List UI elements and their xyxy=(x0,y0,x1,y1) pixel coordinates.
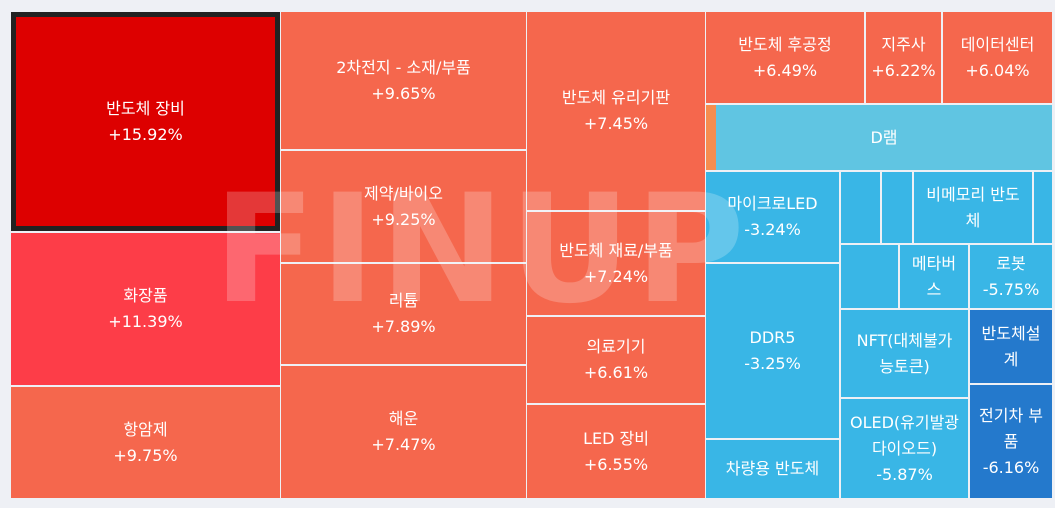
treemap-tile[interactable] xyxy=(706,105,718,170)
treemap-tile[interactable] xyxy=(841,172,880,243)
treemap-tile[interactable]: 제약/바이오 +9.25% xyxy=(281,151,526,262)
tile-change: +7.47% xyxy=(371,435,436,454)
tile-label: 지주사 xyxy=(881,34,926,54)
tile-label: 비메모리 반도 체 xyxy=(926,184,1020,230)
treemap-tile[interactable]: 반도체 장비 +15.92% xyxy=(11,12,280,231)
tile-change: -5.87% xyxy=(876,464,933,484)
tile-change: +7.45% xyxy=(583,114,649,133)
tile-label: 리튬 xyxy=(388,291,419,310)
tile-label: D램 xyxy=(870,127,898,147)
treemap-tile[interactable]: 로봇 -5.75% xyxy=(970,245,1052,308)
tile-label: 반도체 후공정 xyxy=(738,34,832,54)
treemap-tile[interactable]: DDR5 -3.25% xyxy=(706,264,839,438)
treemap-tile[interactable]: 지주사 +6.22% xyxy=(866,12,941,103)
treemap-tile[interactable]: D램 xyxy=(716,105,1052,170)
tile-change: +9.25% xyxy=(371,209,436,229)
tile-change: +6.49% xyxy=(752,60,818,80)
tile-label: 항암제 xyxy=(123,419,168,439)
treemap-tile[interactable]: 데이터센터 +6.04% xyxy=(943,12,1052,103)
treemap-tile[interactable]: 반도체 후공정 +6.49% xyxy=(706,12,864,103)
tile-change: -3.25% xyxy=(744,354,801,373)
tile-label: 화장품 xyxy=(123,286,168,305)
treemap-tile[interactable] xyxy=(882,172,912,243)
treemap-tile[interactable]: 마이크로LED -3.24% xyxy=(706,172,839,262)
treemap-tile[interactable]: 항암제 +9.75% xyxy=(11,387,280,498)
tile-change: +7.89% xyxy=(371,317,436,336)
tile-label: 전기차 부 품 xyxy=(979,405,1043,451)
tile-change: -3.24% xyxy=(744,220,801,239)
tile-change: +7.24% xyxy=(583,266,649,286)
tile-change: -5.75% xyxy=(982,279,1040,299)
tile-label: 해운 xyxy=(388,409,419,428)
tile-change: +15.92% xyxy=(108,124,183,144)
treemap-tile[interactable]: 의료기기 +6.61% xyxy=(527,317,705,403)
tile-label: 메타버 스 xyxy=(911,253,957,299)
treemap-tile[interactable]: 리튬 +7.89% xyxy=(281,264,526,364)
tile-label: 로봇 xyxy=(996,253,1026,273)
tile-change: +11.39% xyxy=(108,312,183,331)
treemap-tile[interactable]: LED 장비 +6.55% xyxy=(527,405,705,498)
treemap-tile[interactable]: 2차전지 - 소재/부품 +9.65% xyxy=(281,12,526,149)
tile-change: -6.16% xyxy=(982,457,1040,477)
treemap-tile[interactable]: 차량용 반도체 xyxy=(706,440,839,498)
tile-label: 반도체 장비 xyxy=(106,98,185,118)
tile-label: 반도체 재료/부품 xyxy=(559,240,673,260)
tile-label: 의료기기 xyxy=(586,337,646,356)
treemap-tile[interactable] xyxy=(841,245,898,308)
treemap-tile[interactable]: 반도체 유리기판 +7.45% xyxy=(527,12,705,210)
treemap-tile[interactable]: 반도체 재료/부품 +7.24% xyxy=(527,212,705,315)
tile-label: NFT(대체불가 능토큰) xyxy=(856,330,953,376)
tile-change: +9.65% xyxy=(371,83,436,103)
tile-change: +6.04% xyxy=(965,60,1030,80)
treemap-tile[interactable]: 메타버 스 xyxy=(900,245,968,308)
treemap-tile[interactable]: 화장품 +11.39% xyxy=(11,233,280,385)
tile-label: OLED(유기발광 다이오드) xyxy=(849,412,960,458)
treemap-tile[interactable]: NFT(대체불가 능토큰) xyxy=(841,310,968,397)
tile-change: +9.75% xyxy=(113,445,178,465)
treemap-tile[interactable]: 비메모리 반도 체 xyxy=(914,172,1032,243)
tile-label: 반도체 유리기판 xyxy=(561,88,671,107)
treemap-tile[interactable] xyxy=(1034,172,1052,243)
tile-label: 제약/바이오 xyxy=(364,183,443,203)
tile-change: +6.61% xyxy=(583,363,649,382)
tile-label: 반도체설 계 xyxy=(981,323,1041,369)
tile-label: 차량용 반도체 xyxy=(725,459,820,478)
tile-change: +6.22% xyxy=(871,60,936,80)
tile-label: 2차전지 - 소재/부품 xyxy=(336,57,471,77)
tile-label: 데이터센터 xyxy=(960,34,1035,54)
tile-label: 마이크로LED xyxy=(727,194,818,213)
tile-label: LED 장비 xyxy=(583,428,649,448)
treemap-tile[interactable]: OLED(유기발광 다이오드) -5.87% xyxy=(841,399,968,498)
treemap-tile[interactable]: 해운 +7.47% xyxy=(281,366,526,498)
treemap-tile[interactable]: 전기차 부 품 -6.16% xyxy=(970,385,1052,498)
tile-label: DDR5 xyxy=(749,328,796,347)
treemap-tile[interactable]: 반도체설 계 xyxy=(970,310,1052,383)
tile-change: +6.55% xyxy=(583,454,649,474)
